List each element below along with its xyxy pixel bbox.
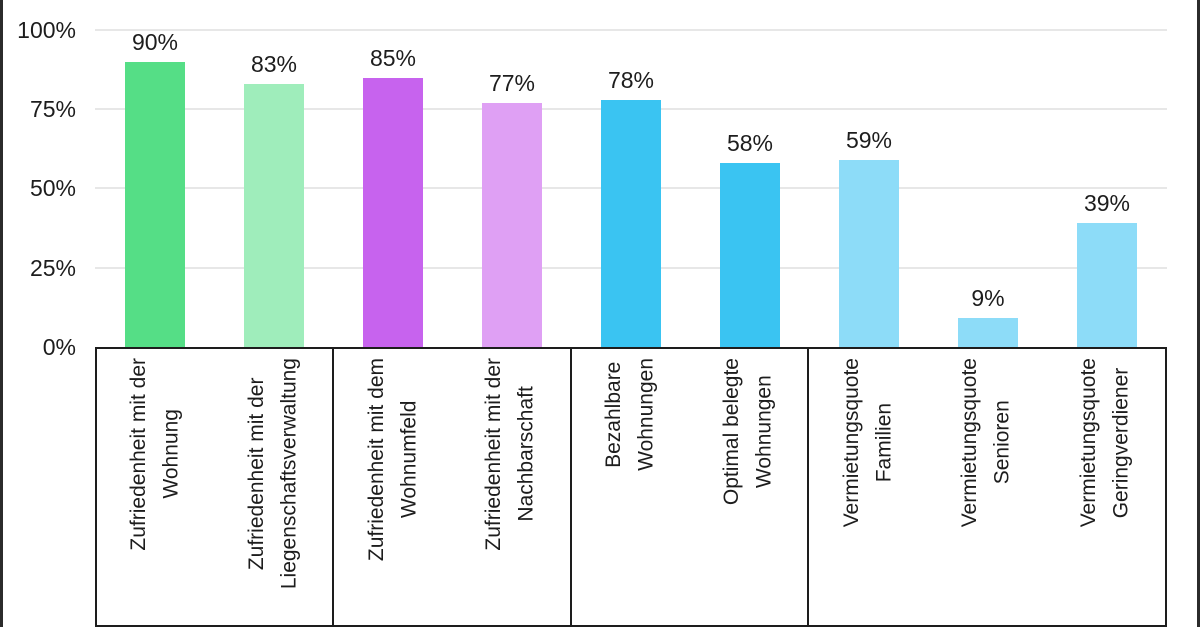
bar-value-label: 85%: [369, 45, 417, 71]
category-label: Zufriedenheit mit der Wohnung: [127, 358, 183, 551]
bar: [363, 78, 423, 347]
gridline-100: [95, 29, 1167, 31]
category-slot: Zufriedenheit mit der Liegenschaftsverwa…: [215, 349, 333, 625]
category-axis-band: Zufriedenheit mit der Wohnung Zufriedenhe…: [95, 347, 1167, 627]
category-slot: Vermietungsquote Senioren: [928, 349, 1047, 625]
category-label: Zufriedenheit mit der Liegenschaftsverwa…: [244, 358, 301, 590]
bar: [482, 103, 542, 347]
category-label: Vermietungsquote Senioren: [958, 358, 1014, 528]
category-group-box-3: Bezahlbare Wohnungen Optimal belegte Wohn…: [572, 349, 809, 625]
bar-value-label: 90%: [131, 29, 179, 55]
category-label: Bezahlbare Wohnungen: [601, 358, 658, 471]
category-group-box-4: Vermietungsquote Familien Vermietungsquot…: [809, 349, 1165, 625]
category-slot: Optimal belegte Wohnungen: [689, 349, 807, 625]
bar-value-label: 39%: [1083, 190, 1131, 216]
bar: [125, 62, 185, 347]
bar-value-label: 77%: [488, 70, 536, 96]
category-slot: Vermietungsquote Familien: [809, 349, 928, 625]
plot-area: 90% 83% 85% 77% 78% 58% 59% 9% 39%: [95, 0, 1167, 347]
bar: [720, 163, 780, 347]
bar-value-label: 9%: [971, 285, 1005, 311]
category-label: Zufriedenheit mit dem Wohnumfeld: [364, 358, 421, 562]
category-slot: Zufriedenheit mit der Wohnung: [97, 349, 215, 625]
bar-value-label: 78%: [607, 67, 655, 93]
category-label: Optimal belegte Wohnungen: [719, 358, 776, 506]
bar: [601, 100, 661, 347]
bar: [958, 318, 1018, 347]
y-axis-tick-label: 75%: [29, 96, 76, 122]
category-group-box-1: Zufriedenheit mit der Wohnung Zufriedenhe…: [97, 349, 335, 625]
category-label: Zufriedenheit mit der Nachbarschaft: [482, 358, 538, 551]
bar-value-label: 59%: [845, 127, 893, 153]
y-axis-tick-label: 100%: [17, 17, 76, 43]
y-axis-tick-label: 25%: [29, 255, 76, 281]
category-slot: Zufriedenheit mit der Nachbarschaft: [452, 349, 570, 625]
y-axis-tick-label: 50%: [29, 175, 76, 201]
category-slot: Bezahlbare Wohnungen: [572, 349, 690, 625]
category-group-box-2: Zufriedenheit mit dem Wohnumfeld Zufriede…: [334, 349, 572, 625]
bar: [244, 84, 304, 347]
bar: [1077, 223, 1137, 347]
bar-value-label: 83%: [250, 51, 298, 77]
bar: [839, 160, 899, 347]
category-label: Vermietungsquote Familien: [839, 358, 896, 528]
bar-value-label: 58%: [726, 130, 774, 156]
y-axis-tick-label: 0%: [42, 334, 76, 360]
category-slot: Vermietungsquote Geringverdiener: [1046, 349, 1165, 625]
category-label: Vermietungsquote Geringverdiener: [1077, 358, 1133, 528]
category-slot: Zufriedenheit mit dem Wohnumfeld: [334, 349, 452, 625]
